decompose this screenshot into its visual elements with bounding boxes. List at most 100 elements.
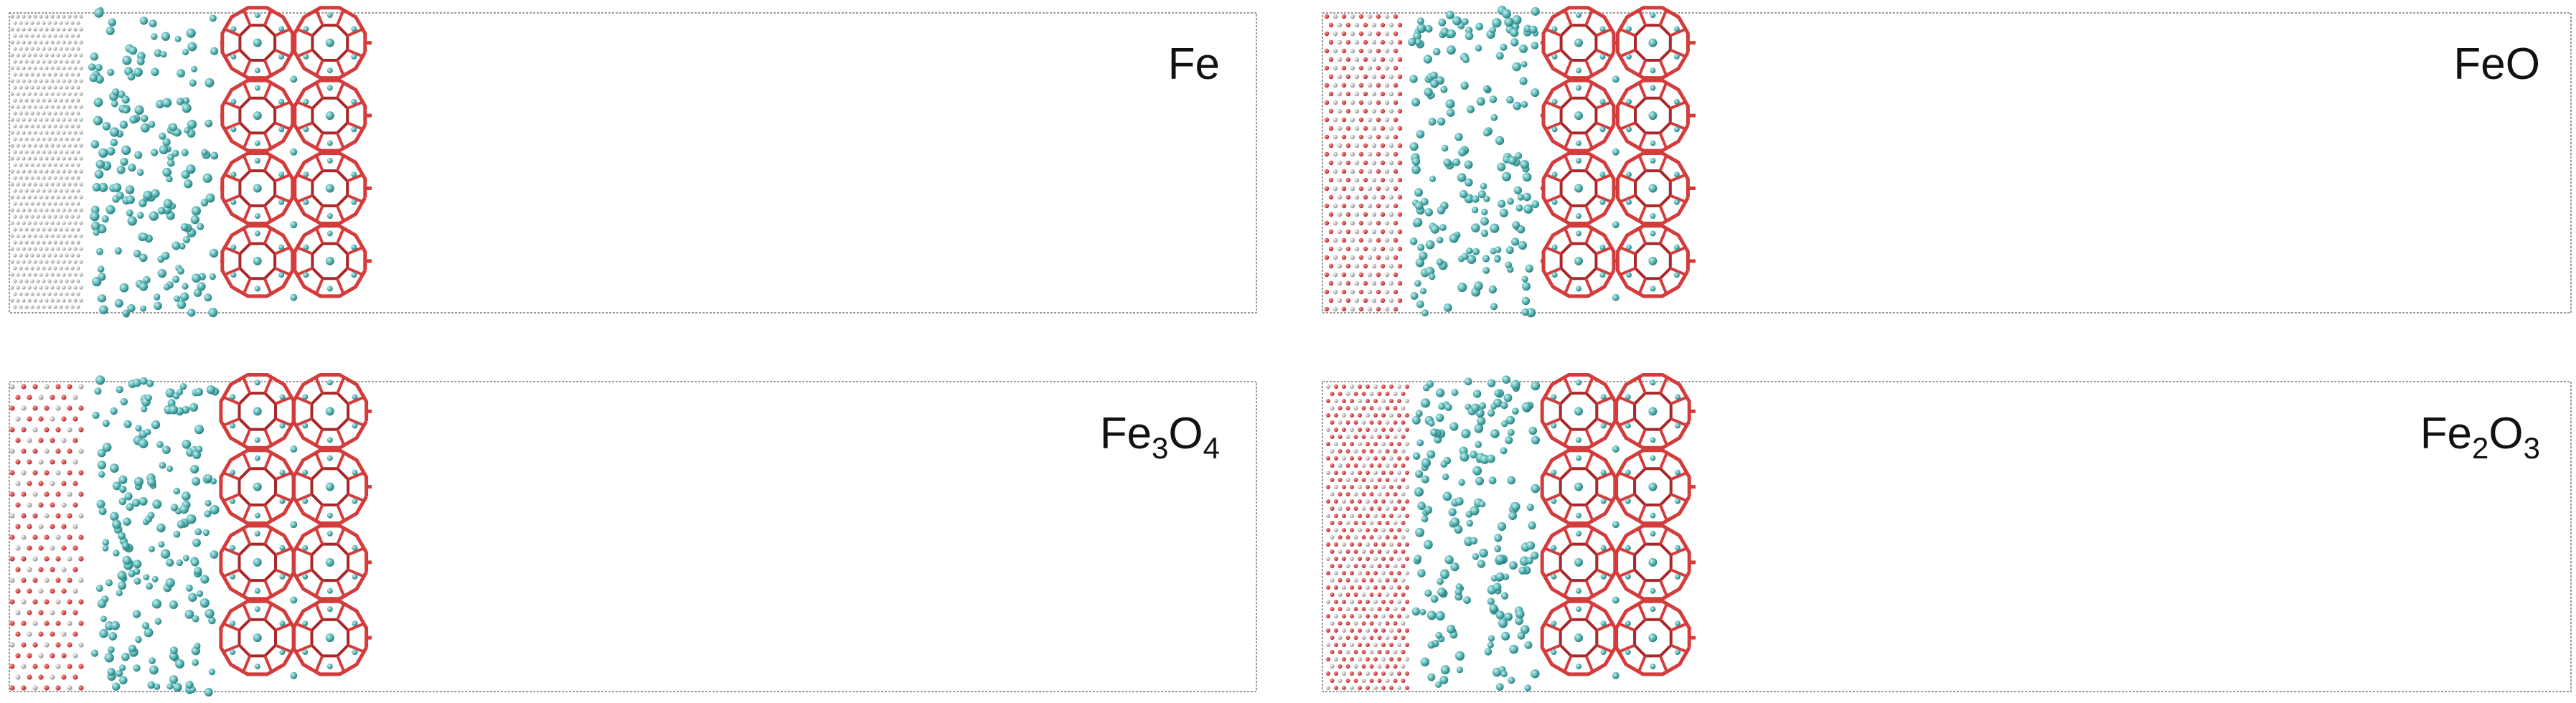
- cage-guest: [1650, 12, 1656, 19]
- gas-molecule: [1528, 426, 1537, 435]
- substrate-atom: [59, 47, 63, 51]
- substrate-atom: [1337, 177, 1343, 183]
- substrate-atom: [1358, 384, 1362, 389]
- substrate-atom: [36, 150, 40, 154]
- cage-guest: [1650, 437, 1656, 443]
- substrate-atom: [42, 34, 46, 38]
- cage-guest: [230, 244, 237, 250]
- gas-molecule: [1436, 236, 1444, 244]
- mof-bond: [223, 267, 241, 277]
- gas-molecule: [1507, 476, 1515, 485]
- substrate-atom: [73, 273, 77, 277]
- substrate-atom: [1361, 521, 1366, 525]
- cage-guest: [1599, 126, 1606, 133]
- substrate-atom: [76, 47, 80, 51]
- gas-molecule: [1466, 519, 1473, 527]
- mof-bond: [347, 48, 365, 58]
- gas-molecule: [1484, 648, 1493, 656]
- cage-guest: [230, 544, 236, 551]
- mof-bond: [1670, 245, 1688, 255]
- mof-bond: [1670, 267, 1688, 277]
- bridge-guest: [290, 148, 298, 156]
- substrate-atom: [1376, 203, 1381, 209]
- gas-molecule: [170, 646, 178, 654]
- cage-guest: [1600, 544, 1607, 551]
- gas-molecule: [177, 300, 187, 310]
- substrate-atom: [10, 156, 14, 161]
- gas-molecule: [132, 499, 141, 507]
- substrate-atom: [19, 266, 23, 270]
- substrate-atom: [1326, 442, 1330, 446]
- substrate-atom: [1350, 100, 1355, 105]
- substrate-atom: [1338, 506, 1343, 511]
- substrate-atom: [42, 189, 46, 193]
- cage-guest: [1626, 53, 1632, 60]
- substrate-atom: [1353, 607, 1358, 611]
- substrate-atom: [1385, 621, 1390, 626]
- substrate-atom: [1401, 521, 1406, 525]
- substrate-atom: [1350, 220, 1355, 226]
- substrate-atom: [1324, 48, 1330, 54]
- gas-molecule: [1443, 303, 1452, 312]
- substrate-atom: [30, 214, 34, 219]
- substrate-atom: [1345, 650, 1350, 654]
- gas-molecule: [182, 440, 192, 449]
- gas-molecule: [128, 644, 136, 653]
- gas-molecule: [116, 192, 124, 200]
- substrate-atom: [13, 137, 17, 141]
- gas-molecule: [161, 445, 171, 454]
- gas-molecule: [1493, 582, 1502, 592]
- gas-molecule: [1489, 95, 1498, 103]
- substrate-atom: [27, 438, 32, 443]
- gas-molecule: [174, 35, 182, 42]
- gas-molecule: [171, 149, 179, 157]
- substrate-atom: [1326, 585, 1330, 590]
- mof-bond: [263, 9, 273, 27]
- substrate-atom: [1376, 169, 1381, 174]
- substrate-atom: [16, 247, 20, 251]
- substrate-atom: [62, 247, 66, 251]
- substrate-atom: [1384, 14, 1390, 19]
- substrate-atom: [76, 279, 80, 283]
- substrate-atom: [1389, 384, 1393, 389]
- substrate-atom: [61, 438, 67, 443]
- gas-molecule: [1430, 595, 1439, 603]
- gas-molecule: [191, 206, 201, 216]
- substrate-atom: [1393, 506, 1398, 511]
- substrate-atom: [1369, 478, 1374, 482]
- cage-guest: [1626, 272, 1632, 278]
- gas-molecule: [1411, 415, 1421, 425]
- substrate-atom: [1373, 600, 1378, 604]
- substrate-atom: [1345, 246, 1351, 252]
- substrate-atom: [22, 298, 26, 303]
- substrate-atom: [1353, 521, 1358, 525]
- substrate-atom: [59, 214, 63, 219]
- substrate-atom: [72, 524, 78, 529]
- substrate-atom: [1371, 39, 1377, 45]
- cage-guest: [352, 423, 358, 429]
- cage-guest: [326, 455, 333, 461]
- substrate-atom: [1338, 549, 1343, 554]
- mof-bond: [336, 205, 346, 223]
- substrate-atom: [22, 79, 26, 83]
- gas-molecule: [187, 119, 197, 129]
- substrate-atom: [1369, 650, 1374, 654]
- substrate-atom: [1385, 406, 1390, 410]
- substrate-atom: [24, 72, 29, 77]
- mof-bond: [263, 81, 273, 99]
- substrate-atom: [1342, 399, 1346, 403]
- gas-molecule: [1459, 189, 1468, 199]
- cage-guest: [1673, 126, 1680, 133]
- substrate-atom: [1358, 571, 1362, 575]
- cage-guest: [1673, 53, 1680, 60]
- gas-molecule: [1523, 204, 1533, 214]
- substrate-atom: [65, 305, 69, 309]
- substrate-atom: [1341, 186, 1347, 192]
- gas-molecule: [187, 308, 196, 317]
- substrate-atom: [65, 253, 69, 258]
- substrate-atom: [59, 227, 63, 232]
- substrate-atom: [19, 305, 23, 309]
- substrate-atom: [10, 66, 14, 70]
- substrate-atom: [1354, 194, 1360, 200]
- gas-molecule: [1411, 157, 1421, 166]
